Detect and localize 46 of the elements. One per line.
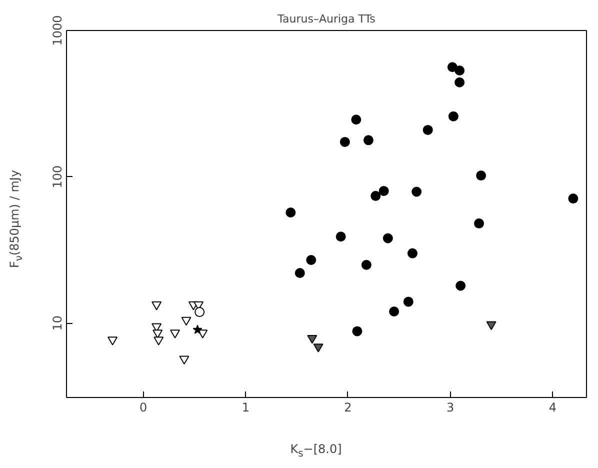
point: [456, 280, 466, 291]
chart-title: Taurus–Auriga TTs: [276, 12, 376, 26]
point: [403, 296, 414, 307]
point: [361, 260, 372, 270]
point: [407, 248, 418, 258]
point: [152, 301, 162, 310]
point: [336, 232, 346, 242]
x-tick-label: 0: [139, 400, 148, 414]
point: [108, 336, 118, 346]
point: [422, 124, 433, 135]
point: [313, 344, 324, 352]
x-tick-label: 4: [548, 400, 557, 414]
point: [476, 170, 486, 181]
point: [170, 330, 180, 338]
x-tick-label: 2: [344, 400, 352, 414]
point: [370, 190, 381, 201]
point: [307, 334, 318, 344]
point: [154, 336, 164, 346]
y-tick-label: 10: [50, 315, 64, 331]
y-tick-label: 100: [50, 165, 64, 188]
point: [192, 324, 202, 334]
point: [378, 186, 389, 196]
point: [412, 186, 422, 197]
y-tick-label: 1000: [50, 15, 64, 46]
x-tick-label: 1: [242, 400, 250, 414]
point: [382, 233, 393, 244]
point: [181, 316, 192, 326]
point: [352, 326, 362, 336]
point: [194, 307, 205, 318]
point: [351, 114, 362, 125]
point: [474, 218, 484, 228]
point: [486, 321, 496, 330]
x-axis-title: K$_{s}$−[8.0]: [289, 441, 343, 462]
point: [363, 135, 374, 146]
point: [454, 77, 465, 88]
point: [568, 194, 578, 204]
point: [306, 254, 316, 265]
point: [454, 65, 465, 76]
x-tick-label: 3: [446, 400, 454, 414]
point: [389, 306, 400, 316]
point: [152, 330, 163, 338]
point: [294, 268, 305, 278]
point: [286, 208, 296, 218]
point: [340, 136, 350, 147]
point: [179, 356, 190, 364]
point: [448, 111, 458, 122]
